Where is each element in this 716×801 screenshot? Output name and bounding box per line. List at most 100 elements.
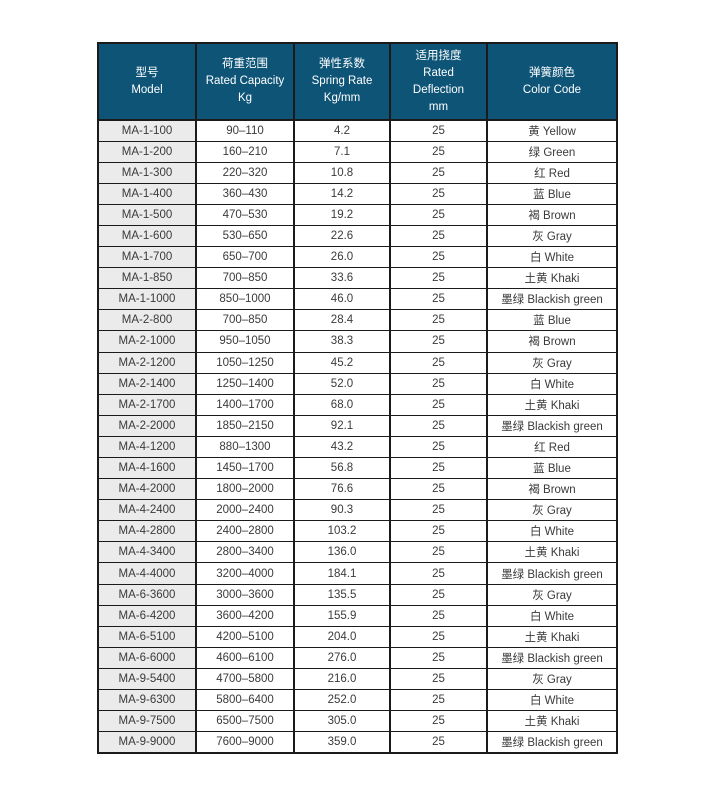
column-header-line: 弹簧颜色 [529,66,575,79]
cell-spring-rate: 68.0 [293,393,391,416]
table-row: MA-1-100 90–110 4.2 25 黄 Yellow [97,119,618,142]
table-row: MA-4-3400 2800–3400 136.0 25 土黄 Khaki [97,541,618,564]
cell-rated-deflection: 25 [389,224,488,248]
cell-color-code: 灰 Gray [486,499,618,522]
cell-color-code: 红 Red [486,161,618,184]
cell-model: MA-1-1000 [97,288,197,311]
cell-model: MA-1-400 [97,182,197,205]
cell-spring-rate: 359.0 [293,731,391,754]
cell-model: MA-2-1700 [97,393,197,416]
cell-model: MA-2-2000 [97,414,197,437]
cell-color-code: 灰 Gray [486,667,618,691]
cell-spring-rate: 92.1 [293,414,391,437]
cell-spring-rate: 56.8 [293,456,391,480]
cell-color-code: 褐 Brown [486,478,618,501]
cell-rated-deflection: 25 [389,309,488,332]
cell-rated-deflection: 25 [389,246,488,269]
cell-rated-deflection: 25 [389,731,488,754]
cell-color-code: 灰 Gray [486,583,618,606]
column-header-line: 型号 [135,66,159,79]
cell-spring-rate: 135.5 [293,583,391,606]
cell-color-code: 蓝 Blue [486,309,618,332]
spring-spec-table: 型号 Model 荷重范围 Rated Capacity Kg 弹性系数 Spring Ra… [97,42,618,754]
cell-rated-capacity: 3600–4200 [195,604,295,627]
cell-rated-capacity: 4200–5100 [195,625,295,648]
cell-rated-deflection: 25 [389,646,488,669]
cell-rated-capacity: 6500–7500 [195,710,295,733]
cell-color-code: 墨绿 Blackish green [486,562,618,585]
column-header-line: Model [131,83,163,96]
column-header-line: Kg/mm [323,92,361,104]
table-row: MA-9-9000 7600–9000 359.0 25 墨绿 Blackish gre… [97,731,618,754]
cell-model: MA-6-5100 [97,625,197,648]
cell-color-code: 绿 Green [486,140,618,163]
cell-color-code: 蓝 Blue [486,182,618,205]
cell-rated-capacity: 7600–9000 [195,731,295,754]
cell-model: MA-1-700 [97,246,197,269]
cell-rated-capacity: 4600–6100 [195,646,295,669]
cell-rated-capacity: 2800–3400 [195,541,295,564]
cell-rated-deflection: 25 [389,625,488,648]
cell-rated-deflection: 25 [389,667,488,691]
column-header-spring-rate: 弹性系数 Spring Rate Kg/mm [293,42,391,121]
cell-spring-rate: 7.1 [293,140,391,163]
cell-model: MA-4-1600 [97,456,197,480]
cell-model: MA-6-3600 [97,583,197,606]
cell-color-code: 灰 Gray [486,224,618,248]
cell-spring-rate: 26.0 [293,246,391,269]
cell-rated-deflection: 25 [389,604,488,627]
cell-rated-deflection: 25 [389,372,488,395]
cell-model: MA-2-1000 [97,330,197,353]
column-header-line: 荷重范围 [222,58,268,70]
cell-spring-rate: 28.4 [293,309,391,332]
table-row: MA-6-4200 3600–4200 155.9 25 白 White [97,604,618,627]
table-row: MA-4-2000 1800–2000 76.6 25 褐 Brown [97,478,618,501]
cell-model: MA-4-3400 [97,541,197,564]
cell-rated-capacity: 1400–1700 [195,393,295,416]
cell-rated-capacity: 1250–1400 [195,372,295,395]
cell-rated-capacity: 470–530 [195,203,295,226]
cell-rated-deflection: 25 [389,435,488,459]
cell-spring-rate: 33.6 [293,267,391,290]
cell-model: MA-1-100 [97,119,197,142]
cell-rated-deflection: 25 [389,562,488,585]
table-row: MA-4-1200 880–1300 43.2 25 红 Red [97,435,618,459]
cell-rated-deflection: 25 [389,478,488,501]
cell-spring-rate: 45.2 [293,351,391,374]
cell-spring-rate: 103.2 [293,520,391,543]
cell-rated-deflection: 25 [389,203,488,226]
header-row: 型号 Model 荷重范围 Rated Capacity Kg 弹性系数 Spring Ra… [97,42,618,121]
table-row: MA-9-7500 6500–7500 305.0 25 土黄 Khaki [97,710,618,733]
cell-rated-deflection: 25 [389,710,488,733]
cell-rated-capacity: 220–320 [195,161,295,184]
cell-spring-rate: 76.6 [293,478,391,501]
column-header-rated-capacity: 荷重范围 Rated Capacity Kg [195,42,295,121]
cell-rated-capacity: 700–850 [195,267,295,290]
cell-color-code: 土黄 Khaki [486,393,618,416]
cell-rated-capacity: 650–700 [195,246,295,269]
table-row: MA-9-5400 4700–5800 216.0 25 灰 Gray [97,667,618,691]
cell-model: MA-4-2000 [97,478,197,501]
table-row: MA-1-200 160–210 7.1 25 绿 Green [97,140,618,163]
cell-rated-capacity: 5800–6400 [195,689,295,712]
cell-color-code: 白 White [486,520,618,543]
cell-model: MA-1-500 [97,203,197,226]
cell-model: MA-4-4000 [97,562,197,585]
table-row: MA-1-600 530–650 22.6 25 灰 Gray [97,224,618,248]
column-header-line: Deflection [412,83,465,96]
cell-rated-deflection: 25 [389,182,488,205]
cell-rated-deflection: 25 [389,288,488,311]
cell-model: MA-4-2800 [97,520,197,543]
column-header-line: Rated Capacity [205,75,285,87]
cell-color-code: 白 White [486,689,618,712]
cell-color-code: 土黄 Khaki [486,625,618,648]
cell-model: MA-2-1200 [97,351,197,374]
cell-rated-deflection: 25 [389,330,488,353]
cell-rated-capacity: 530–650 [195,224,295,248]
cell-spring-rate: 52.0 [293,372,391,395]
cell-color-code: 白 White [486,604,618,627]
column-header-color-code: 弹簧颜色 Color Code [486,42,618,121]
cell-spring-rate: 22.6 [293,224,391,248]
column-header-line: 弹性系数 [319,58,365,70]
